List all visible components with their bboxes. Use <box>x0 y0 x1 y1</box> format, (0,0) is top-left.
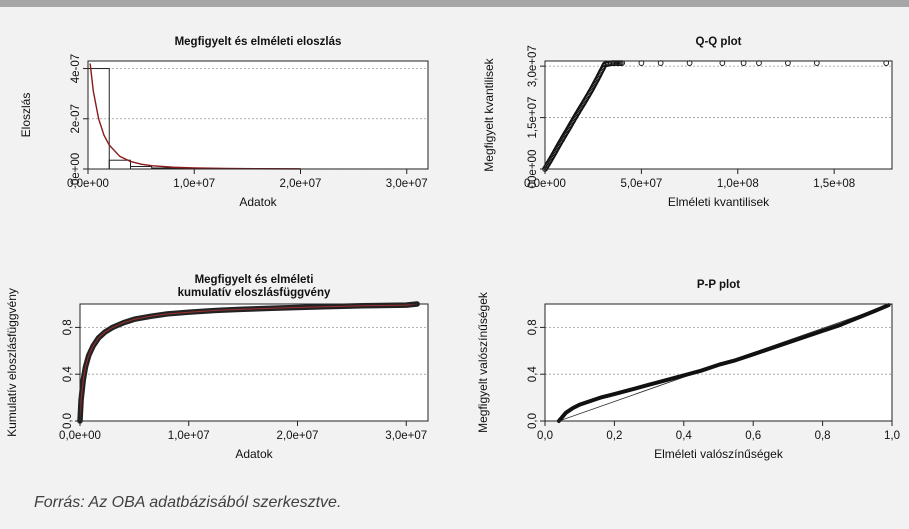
bottom-border-bar <box>0 521 909 529</box>
chart-title: kumulatív eloszlásfüggvény <box>178 287 331 299</box>
x-axis-label: Elméleti kvantilisek <box>668 195 770 209</box>
x-tick-label: 0,8 <box>815 430 831 442</box>
y-tick-label: 0,4 <box>62 366 74 383</box>
y-tick-label: 0,0 <box>62 413 74 429</box>
chart-title: Megfigyelt és elméleti <box>195 274 314 286</box>
density-curve <box>89 63 301 170</box>
x-tick-label: 2,0e+07 <box>277 430 319 442</box>
chart-title: Q-Q plot <box>696 36 742 48</box>
y-tick-label: 00e+00 <box>527 150 539 189</box>
figure-panel: 0,0e+00 1,0e+07 2,0e+07 3,0e+07 0e+00 2e-07 4e… <box>0 7 909 482</box>
plot-frame <box>544 303 893 422</box>
x-tick-label: 1,0 <box>884 430 900 442</box>
y-tick-label: 0e+00 <box>70 153 82 185</box>
chart-4: 0,0 0,2 0,4 0,6 0,8 1,0 0,0 0,4 0,8 P-P plot Elmél… <box>476 279 900 461</box>
x-tick-label: 3,0e+07 <box>386 178 428 190</box>
x-tick-label: 2,0e+07 <box>280 178 322 190</box>
plot-frame <box>544 60 893 170</box>
y-tick-label: 3,0e+07 <box>527 45 539 87</box>
figure-caption: Forrás: Az OBA adatbázisából szerkesztve… <box>34 494 342 511</box>
x-tick-label: 0,4 <box>676 430 693 442</box>
x-tick-label: 0,0e+00 <box>524 178 566 190</box>
x-tick-label: 5,0e+07 <box>620 178 662 190</box>
y-tick-label: 0,4 <box>527 366 539 383</box>
x-axis-label: Elméleti valószínűségek <box>654 447 784 461</box>
chart-2: 0,0e+00 5,0e+07 1,0e+08 1,5e+08 00e+00 1,5e+0… <box>482 36 893 209</box>
y-tick-label: 0,0 <box>527 413 539 429</box>
y-axis-label: Kumulatív eloszlásfüggvény <box>5 288 19 437</box>
x-tick-label: 1,5e+08 <box>813 178 855 190</box>
chart-title: Megfigyelt és elméleti eloszlás <box>175 36 342 48</box>
y-axis-label: Eloszlás <box>19 93 33 138</box>
x-tick-label: 1,0e+07 <box>168 430 210 442</box>
x-tick-label: 1,0e+08 <box>717 178 759 190</box>
top-border-bar <box>0 0 909 7</box>
pp-points <box>556 303 891 423</box>
x-tick-label: 1,0e+07 <box>173 178 215 190</box>
plot-frame <box>87 60 429 170</box>
plot-frame <box>79 303 429 422</box>
x-tick-label: 0,2 <box>606 430 622 442</box>
x-axis-label: Adatok <box>235 447 273 461</box>
chart-3: 0,0e+00 1,0e+07 2,0e+07 3,0e+07 0,0 0,4 0,8 Meg… <box>5 274 429 461</box>
plot-background <box>88 61 428 169</box>
y-tick-label: 4e-07 <box>70 54 82 83</box>
cdf-curve <box>79 303 418 422</box>
plot-background <box>545 304 892 421</box>
chart-grid-svg: 0,0e+00 1,0e+07 2,0e+07 3,0e+07 0e+00 2e-07 4e… <box>5 36 900 461</box>
x-tick-label: 0,0 <box>537 430 553 442</box>
y-tick-label: 0,8 <box>62 319 74 335</box>
y-tick-label: 2e-07 <box>70 104 82 133</box>
y-tick-label: 0,8 <box>527 319 539 335</box>
y-tick-label: 1,5e+07 <box>527 97 539 139</box>
y-axis-label: Megfigyelt valószínűségek <box>476 291 490 433</box>
plot-background <box>545 61 892 169</box>
x-axis-label: Adatok <box>239 195 277 209</box>
x-tick-label: 0,0e+00 <box>67 178 109 190</box>
x-tick-label: 3,0e+07 <box>385 430 427 442</box>
chart-title: P-P plot <box>697 279 740 291</box>
plot-background <box>80 304 428 421</box>
chart-1: 0,0e+00 1,0e+07 2,0e+07 3,0e+07 0e+00 2e-07 4e… <box>19 36 429 209</box>
x-tick-label: 0,6 <box>745 430 761 442</box>
y-axis-label: Megfigyelt kvantilisek <box>482 57 496 171</box>
x-tick-label: 0,0e+00 <box>59 430 101 442</box>
